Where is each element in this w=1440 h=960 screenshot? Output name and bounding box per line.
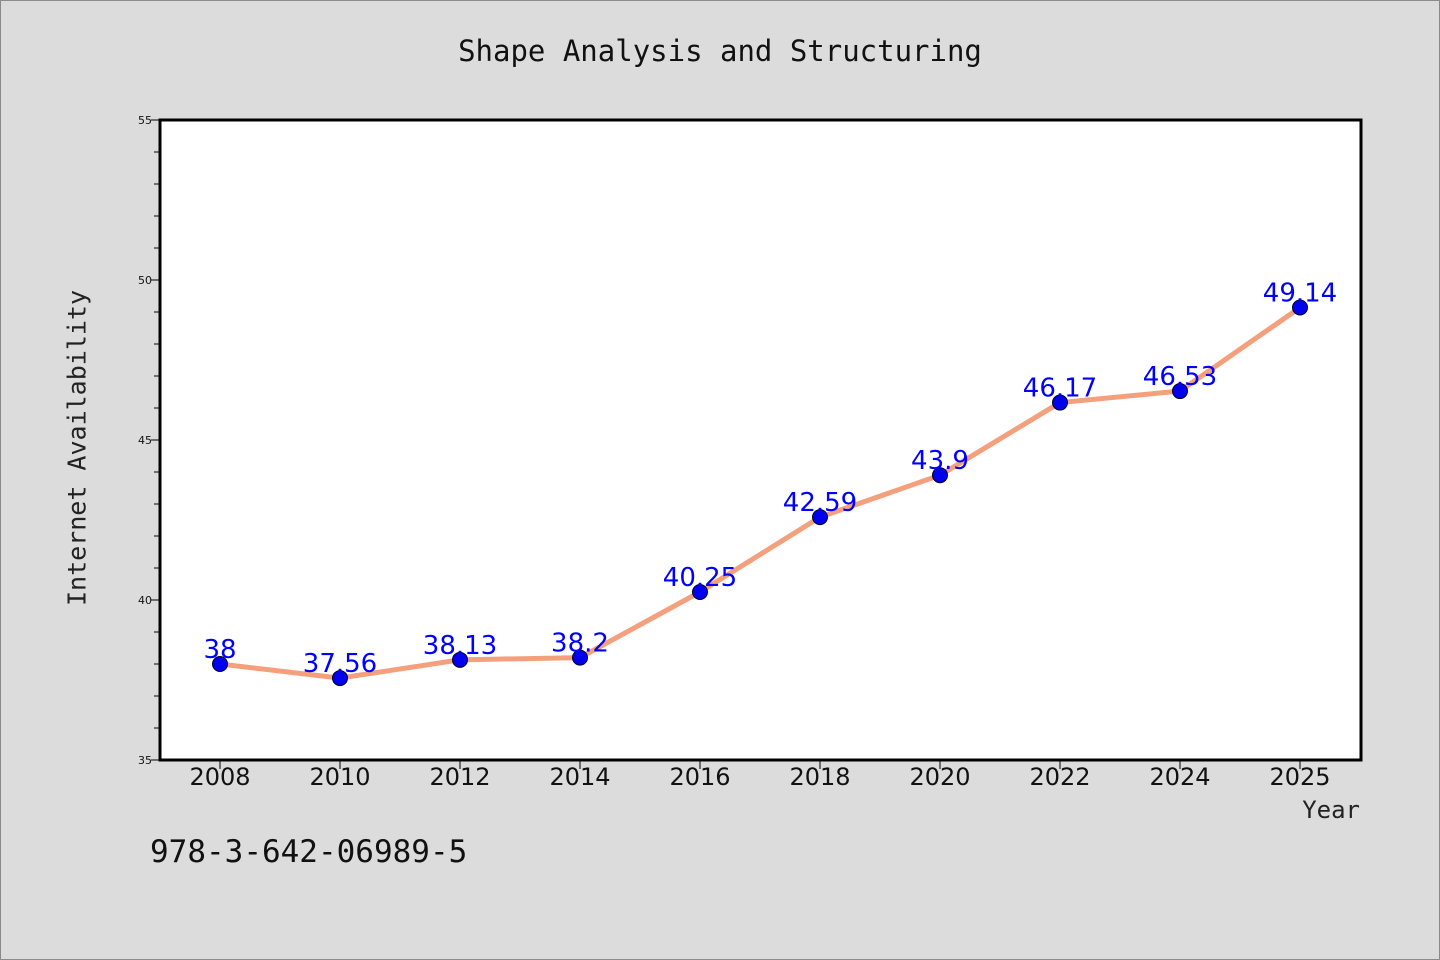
data-point-marker	[1292, 299, 1308, 316]
data-point-marker	[692, 584, 708, 600]
plot-area	[160, 120, 1361, 760]
x-axis: 2008 2010 2012 2014 2016 2018 2020 2022 2024 2025	[189, 760, 1331, 791]
x-tick-label: 2014	[549, 763, 610, 791]
data-point-marker	[932, 467, 948, 484]
y-axis: 35 40 45 50 55	[138, 114, 160, 767]
x-tick-label: 2012	[429, 763, 490, 791]
isbn-label: 978-3-642-06989-5	[150, 834, 468, 870]
series-layer: 38 37.56 38.13 38.2 40.25 42.59 43.9 46.17 46.53…	[203, 279, 1337, 687]
plot-border	[158, 118, 1363, 762]
x-tick-label: 2016	[669, 763, 730, 791]
data-point-marker	[212, 656, 228, 672]
data-label: 46.17	[1023, 374, 1097, 404]
data-point-marker	[572, 649, 588, 666]
data-label: 49.14	[1263, 279, 1337, 309]
y-tick-label: 40	[138, 594, 152, 607]
data-point-marker	[1172, 383, 1188, 400]
y-tick-label: 35	[138, 754, 152, 767]
y-tick-label: 55	[138, 114, 152, 127]
data-label: 42.59	[783, 488, 857, 518]
data-label: 43.9	[911, 446, 969, 476]
data-point-marker	[332, 670, 348, 687]
x-tick-label: 2022	[1029, 763, 1090, 791]
x-tick-label: 2010	[309, 763, 370, 791]
data-label: 46.53	[1143, 362, 1217, 392]
x-tick-label: 2024	[1149, 763, 1210, 791]
y-tick-label: 45	[138, 434, 152, 447]
x-tick-label: 2008	[189, 763, 250, 791]
x-tick-label: 2018	[789, 763, 850, 791]
data-label: 38	[203, 635, 236, 665]
data-label: 37.56	[303, 649, 377, 679]
data-point-marker	[812, 509, 828, 526]
series-line	[217, 305, 1303, 681]
data-label: 38.2	[551, 629, 609, 659]
x-axis-title: Year	[1302, 796, 1360, 824]
data-label: 40.25	[663, 563, 737, 593]
chart-title: Shape Analysis and Structuring	[458, 34, 982, 68]
x-tick-label: 2020	[909, 763, 970, 791]
y-tick-label: 50	[138, 274, 152, 287]
x-tick-label: 2025	[1269, 763, 1330, 791]
data-point-marker	[1052, 394, 1068, 411]
data-point-marker	[452, 651, 468, 668]
data-label: 38.13	[423, 631, 497, 661]
